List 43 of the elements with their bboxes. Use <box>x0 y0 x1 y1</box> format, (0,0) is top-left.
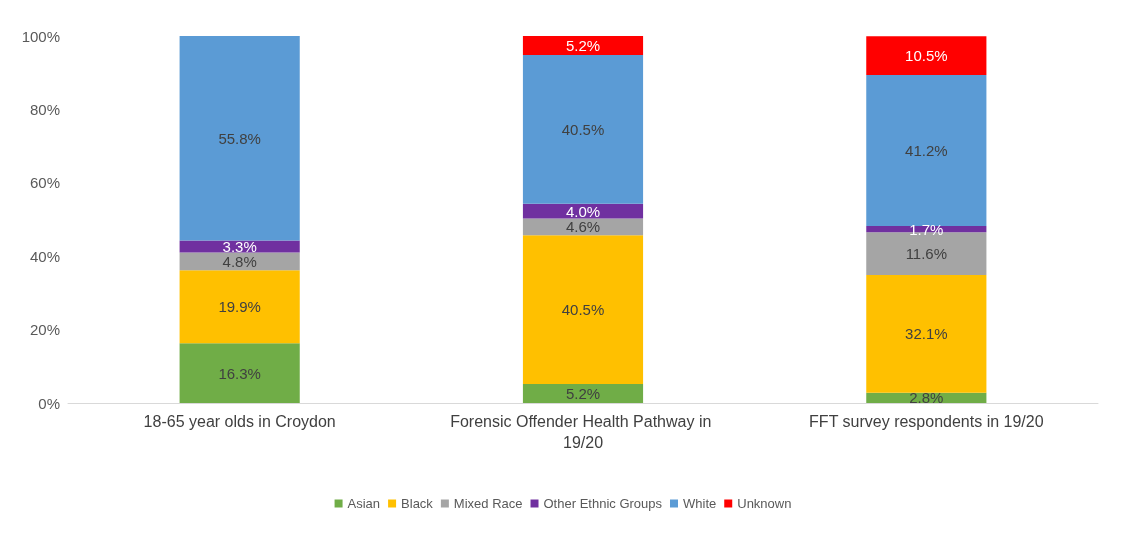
legend-label: White <box>683 496 717 511</box>
data-label: 40.5% <box>561 120 605 138</box>
data-label: 40.5% <box>561 301 605 319</box>
x-tick-label: Forensic Offender Health Pathway in 19/20 <box>450 413 716 451</box>
data-label: 19.9% <box>218 298 261 316</box>
bar <box>179 36 300 241</box>
bar <box>179 343 300 403</box>
x-tick-label: 18-65 year olds in Croydon <box>143 413 336 430</box>
bar <box>522 55 644 204</box>
y-tick-label: 100% <box>21 27 60 45</box>
bar <box>866 36 987 75</box>
legend-label: Other Ethnic Groups <box>543 496 663 511</box>
y-tick-label: 60% <box>29 174 60 192</box>
data-label: 5.2% <box>565 384 601 402</box>
legend-label: Unknown <box>737 496 792 511</box>
bar <box>522 235 644 384</box>
data-label: 5.2% <box>565 37 601 55</box>
legend-label: Mixed Race <box>453 496 523 511</box>
bar <box>522 218 644 236</box>
y-tick-label: 40% <box>29 247 60 265</box>
bar <box>866 74 987 227</box>
bar <box>179 240 300 253</box>
data-label: 4.0% <box>565 202 601 220</box>
data-label: 4.8% <box>222 252 257 270</box>
bar <box>522 383 644 403</box>
data-label: 2.8% <box>909 389 944 407</box>
data-label: 4.6% <box>565 218 601 236</box>
legend-label: Asian <box>347 496 381 511</box>
data-label: 16.3% <box>218 364 261 382</box>
data-label: 55.8% <box>218 129 261 147</box>
data-label: 10.5% <box>905 47 948 65</box>
data-label: 3.3% <box>222 237 257 255</box>
data-label: 32.1% <box>905 325 948 343</box>
data-label: 41.2% <box>905 142 948 159</box>
data-label: 11.6% <box>905 245 948 263</box>
legend-label: Black <box>401 496 434 511</box>
bar <box>179 270 300 344</box>
bar <box>866 274 987 393</box>
bar <box>522 36 644 56</box>
y-tick-label: 80% <box>29 100 60 118</box>
x-tick-label: FFT survey respondents in 19/20 <box>809 413 1044 430</box>
y-tick-label: 0% <box>38 394 60 412</box>
y-tick-label: 20% <box>29 321 60 339</box>
